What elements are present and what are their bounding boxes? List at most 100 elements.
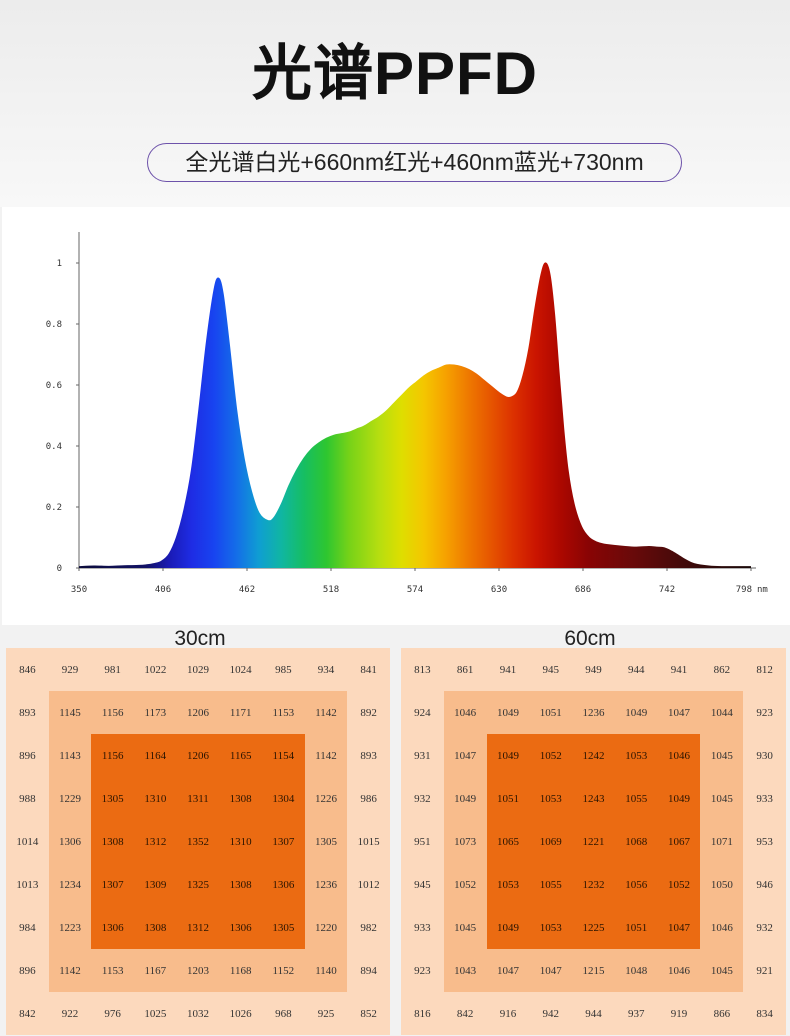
ppfd-cell: 976 (91, 992, 134, 1035)
ppfd-cell: 1025 (134, 992, 177, 1035)
ppfd-cell: 1307 (262, 820, 305, 863)
ppfd-cell: 931 (401, 734, 444, 777)
spectrum-line (78, 262, 751, 568)
ppfd-cell: 841 (347, 648, 390, 691)
ppfd-cell: 1056 (614, 863, 658, 906)
ppfd-cell: 1046 (443, 691, 487, 734)
ppfd-cell: 1352 (176, 820, 220, 863)
x-tick-label: 798 (736, 585, 752, 595)
ppfd-cell: 1310 (134, 777, 177, 820)
ppfd-cell: 1067 (657, 820, 701, 863)
ppfd-cell: 923 (401, 949, 444, 992)
ppfd-cell: 924 (401, 691, 444, 734)
ppfd-cell: 1242 (572, 734, 615, 777)
ppfd-cell: 1309 (134, 863, 177, 906)
ppfd-cell: 1015 (347, 820, 390, 863)
ppfd-cell: 1304 (262, 777, 305, 820)
ppfd-cell: 1046 (657, 734, 701, 777)
ppfd-cell: 933 (743, 777, 786, 820)
ppfd-cell: 1142 (304, 734, 348, 777)
ppfd-cell: 1049 (657, 777, 701, 820)
ppfd-cell: 1167 (134, 949, 177, 992)
ppfd-cell: 1226 (304, 777, 348, 820)
spectrum-area (79, 263, 751, 568)
ppfd-cell: 1049 (486, 734, 530, 777)
ppfd-cell: 1073 (443, 820, 487, 863)
ppfd-cell: 1052 (443, 863, 487, 906)
ppfd-cell: 1306 (48, 820, 92, 863)
x-tick-label: 742 (659, 585, 675, 595)
ppfd-cell: 1047 (529, 949, 573, 992)
ppfd-cell: 842 (443, 992, 487, 1035)
ppfd-cell: 1164 (134, 734, 177, 777)
ppfd-cell: 1013 (6, 863, 49, 906)
x-tick-label: 630 (491, 585, 507, 595)
ppfd-cell: 1168 (219, 949, 262, 992)
ppfd-cell: 937 (614, 992, 658, 1035)
ppfd-cell: 1225 (572, 906, 615, 949)
ppfd-cell: 1065 (486, 820, 530, 863)
ppfd-cell: 1026 (219, 992, 262, 1035)
ppfd-cell: 846 (6, 648, 49, 691)
ppfd-cell: 852 (347, 992, 390, 1035)
ppfd-cell: 1051 (486, 777, 530, 820)
ppfd-cell: 1153 (91, 949, 134, 992)
ppfd-cell: 984 (6, 906, 49, 949)
ppfd-cell: 1311 (176, 777, 220, 820)
ppfd-cell: 1203 (176, 949, 220, 992)
ppfd-cell: 1312 (134, 820, 177, 863)
ppfd-cell: 1229 (48, 777, 92, 820)
ppfd-cell: 1243 (572, 777, 615, 820)
ppfd-cell: 1053 (529, 906, 573, 949)
ppfd-cell: 1047 (443, 734, 487, 777)
ppfd-cell: 1055 (614, 777, 658, 820)
ppfd-cell: 919 (657, 992, 701, 1035)
ppfd-cell: 1071 (700, 820, 744, 863)
ppfd-cell: 1068 (614, 820, 658, 863)
ppfd-cell: 812 (743, 648, 786, 691)
ppfd-cell: 1044 (700, 691, 744, 734)
ppfd-cell: 1305 (262, 906, 305, 949)
ppfd-cell: 1325 (176, 863, 220, 906)
ppfd-cell: 1234 (48, 863, 92, 906)
ppfd-cell: 1045 (700, 949, 744, 992)
ppfd-cell: 942 (529, 992, 573, 1035)
ppfd-cell: 896 (6, 949, 49, 992)
ppfd-cell: 1206 (176, 691, 220, 734)
ppfd-cell: 1306 (91, 906, 134, 949)
ppfd-cell: 1052 (529, 734, 573, 777)
ppfd-cell: 1014 (6, 820, 49, 863)
ppfd-cell: 1049 (486, 691, 530, 734)
y-tick-label: 0.6 (46, 381, 62, 391)
ppfd-label-30cm: 30cm (174, 627, 226, 650)
ppfd-cell: 1306 (219, 906, 262, 949)
ppfd-cell: 1045 (700, 734, 744, 777)
ppfd-cell: 1022 (134, 648, 177, 691)
ppfd-cell: 1046 (700, 906, 744, 949)
x-tick-label: 350 (71, 585, 87, 595)
ppfd-cell: 982 (347, 906, 390, 949)
x-tick-label: 686 (575, 585, 591, 595)
ppfd-cell: 1051 (529, 691, 573, 734)
ppfd-cell: 1310 (219, 820, 262, 863)
ppfd-cell: 1308 (91, 820, 134, 863)
ppfd-cell: 1206 (176, 734, 220, 777)
ppfd-cell: 1047 (657, 691, 701, 734)
ppfd-cell: 1052 (657, 863, 701, 906)
ppfd-cell: 923 (743, 691, 786, 734)
ppfd-cell: 1305 (91, 777, 134, 820)
ppfd-cell: 1308 (219, 863, 262, 906)
ppfd-cell: 1145 (48, 691, 92, 734)
ppfd-cell: 842 (6, 992, 49, 1035)
y-tick-label: 1 (57, 259, 62, 269)
ppfd-cell: 1069 (529, 820, 573, 863)
ppfd-cell: 834 (743, 992, 786, 1035)
ppfd-cell: 1142 (304, 691, 348, 734)
ppfd-cell: 1312 (176, 906, 220, 949)
ppfd-cell: 981 (91, 648, 134, 691)
ppfd-cell: 934 (304, 648, 348, 691)
ppfd-cell: 985 (262, 648, 305, 691)
ppfd-cell: 1143 (48, 734, 92, 777)
ppfd-cell: 945 (529, 648, 573, 691)
ppfd-label-60cm: 60cm (564, 627, 616, 650)
